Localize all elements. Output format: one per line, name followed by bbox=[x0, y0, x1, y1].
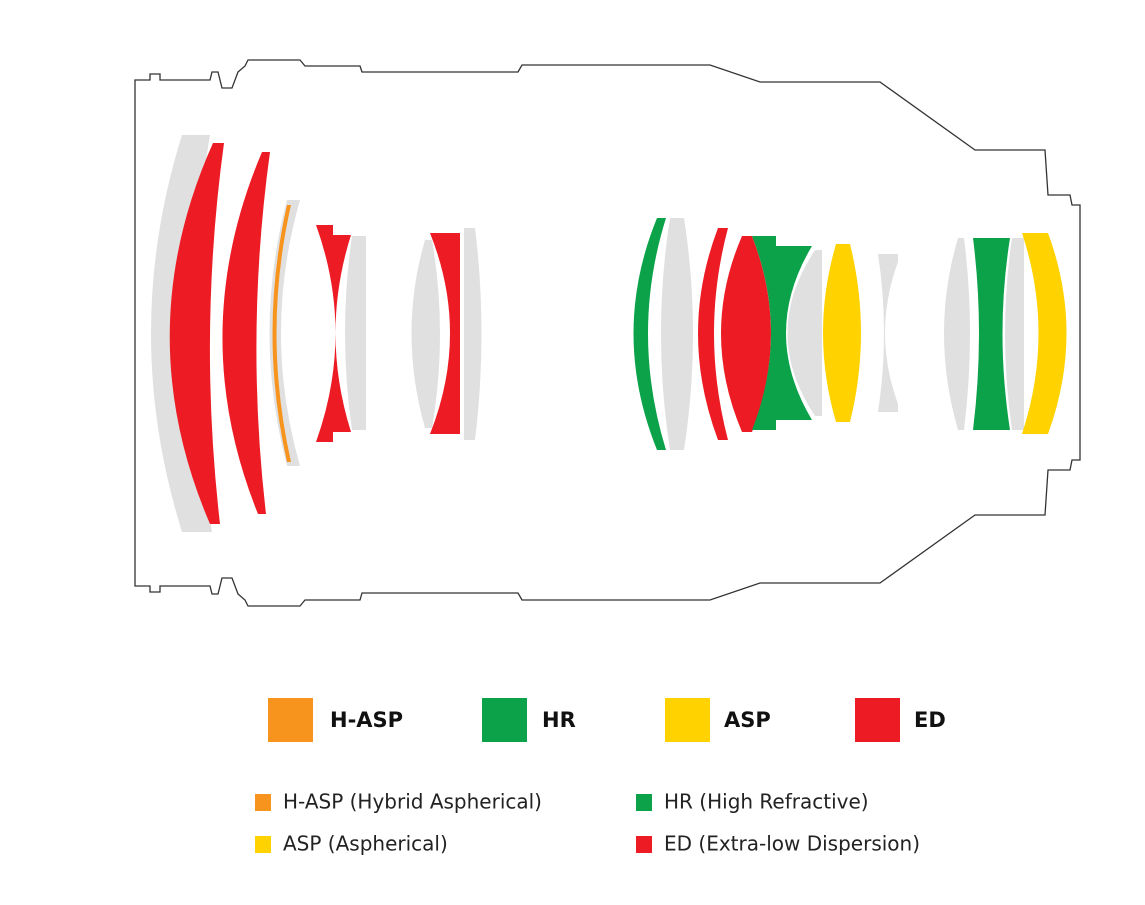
legend-swatch bbox=[268, 698, 313, 742]
key-label: ASP (Aspherical) bbox=[283, 832, 448, 856]
lens-elements bbox=[151, 135, 1067, 532]
legend-label: HR bbox=[542, 708, 576, 732]
legend-label: H-ASP bbox=[330, 708, 403, 732]
key-label: ED (Extra-low Dispersion) bbox=[664, 832, 920, 856]
key-swatch bbox=[255, 794, 271, 811]
legend-label: ED bbox=[914, 708, 946, 732]
barrel-outline bbox=[134, 59, 1081, 607]
legend-label: ASP bbox=[724, 708, 771, 732]
key-swatch bbox=[636, 794, 652, 811]
key-swatch bbox=[636, 836, 652, 853]
legend-swatch bbox=[482, 698, 527, 742]
key-label: HR (High Refractive) bbox=[664, 790, 869, 814]
legend-swatch bbox=[855, 698, 900, 742]
key-label: H-ASP (Hybrid Aspherical) bbox=[283, 790, 542, 814]
key-swatch bbox=[255, 836, 271, 853]
legend-swatch bbox=[665, 698, 710, 742]
